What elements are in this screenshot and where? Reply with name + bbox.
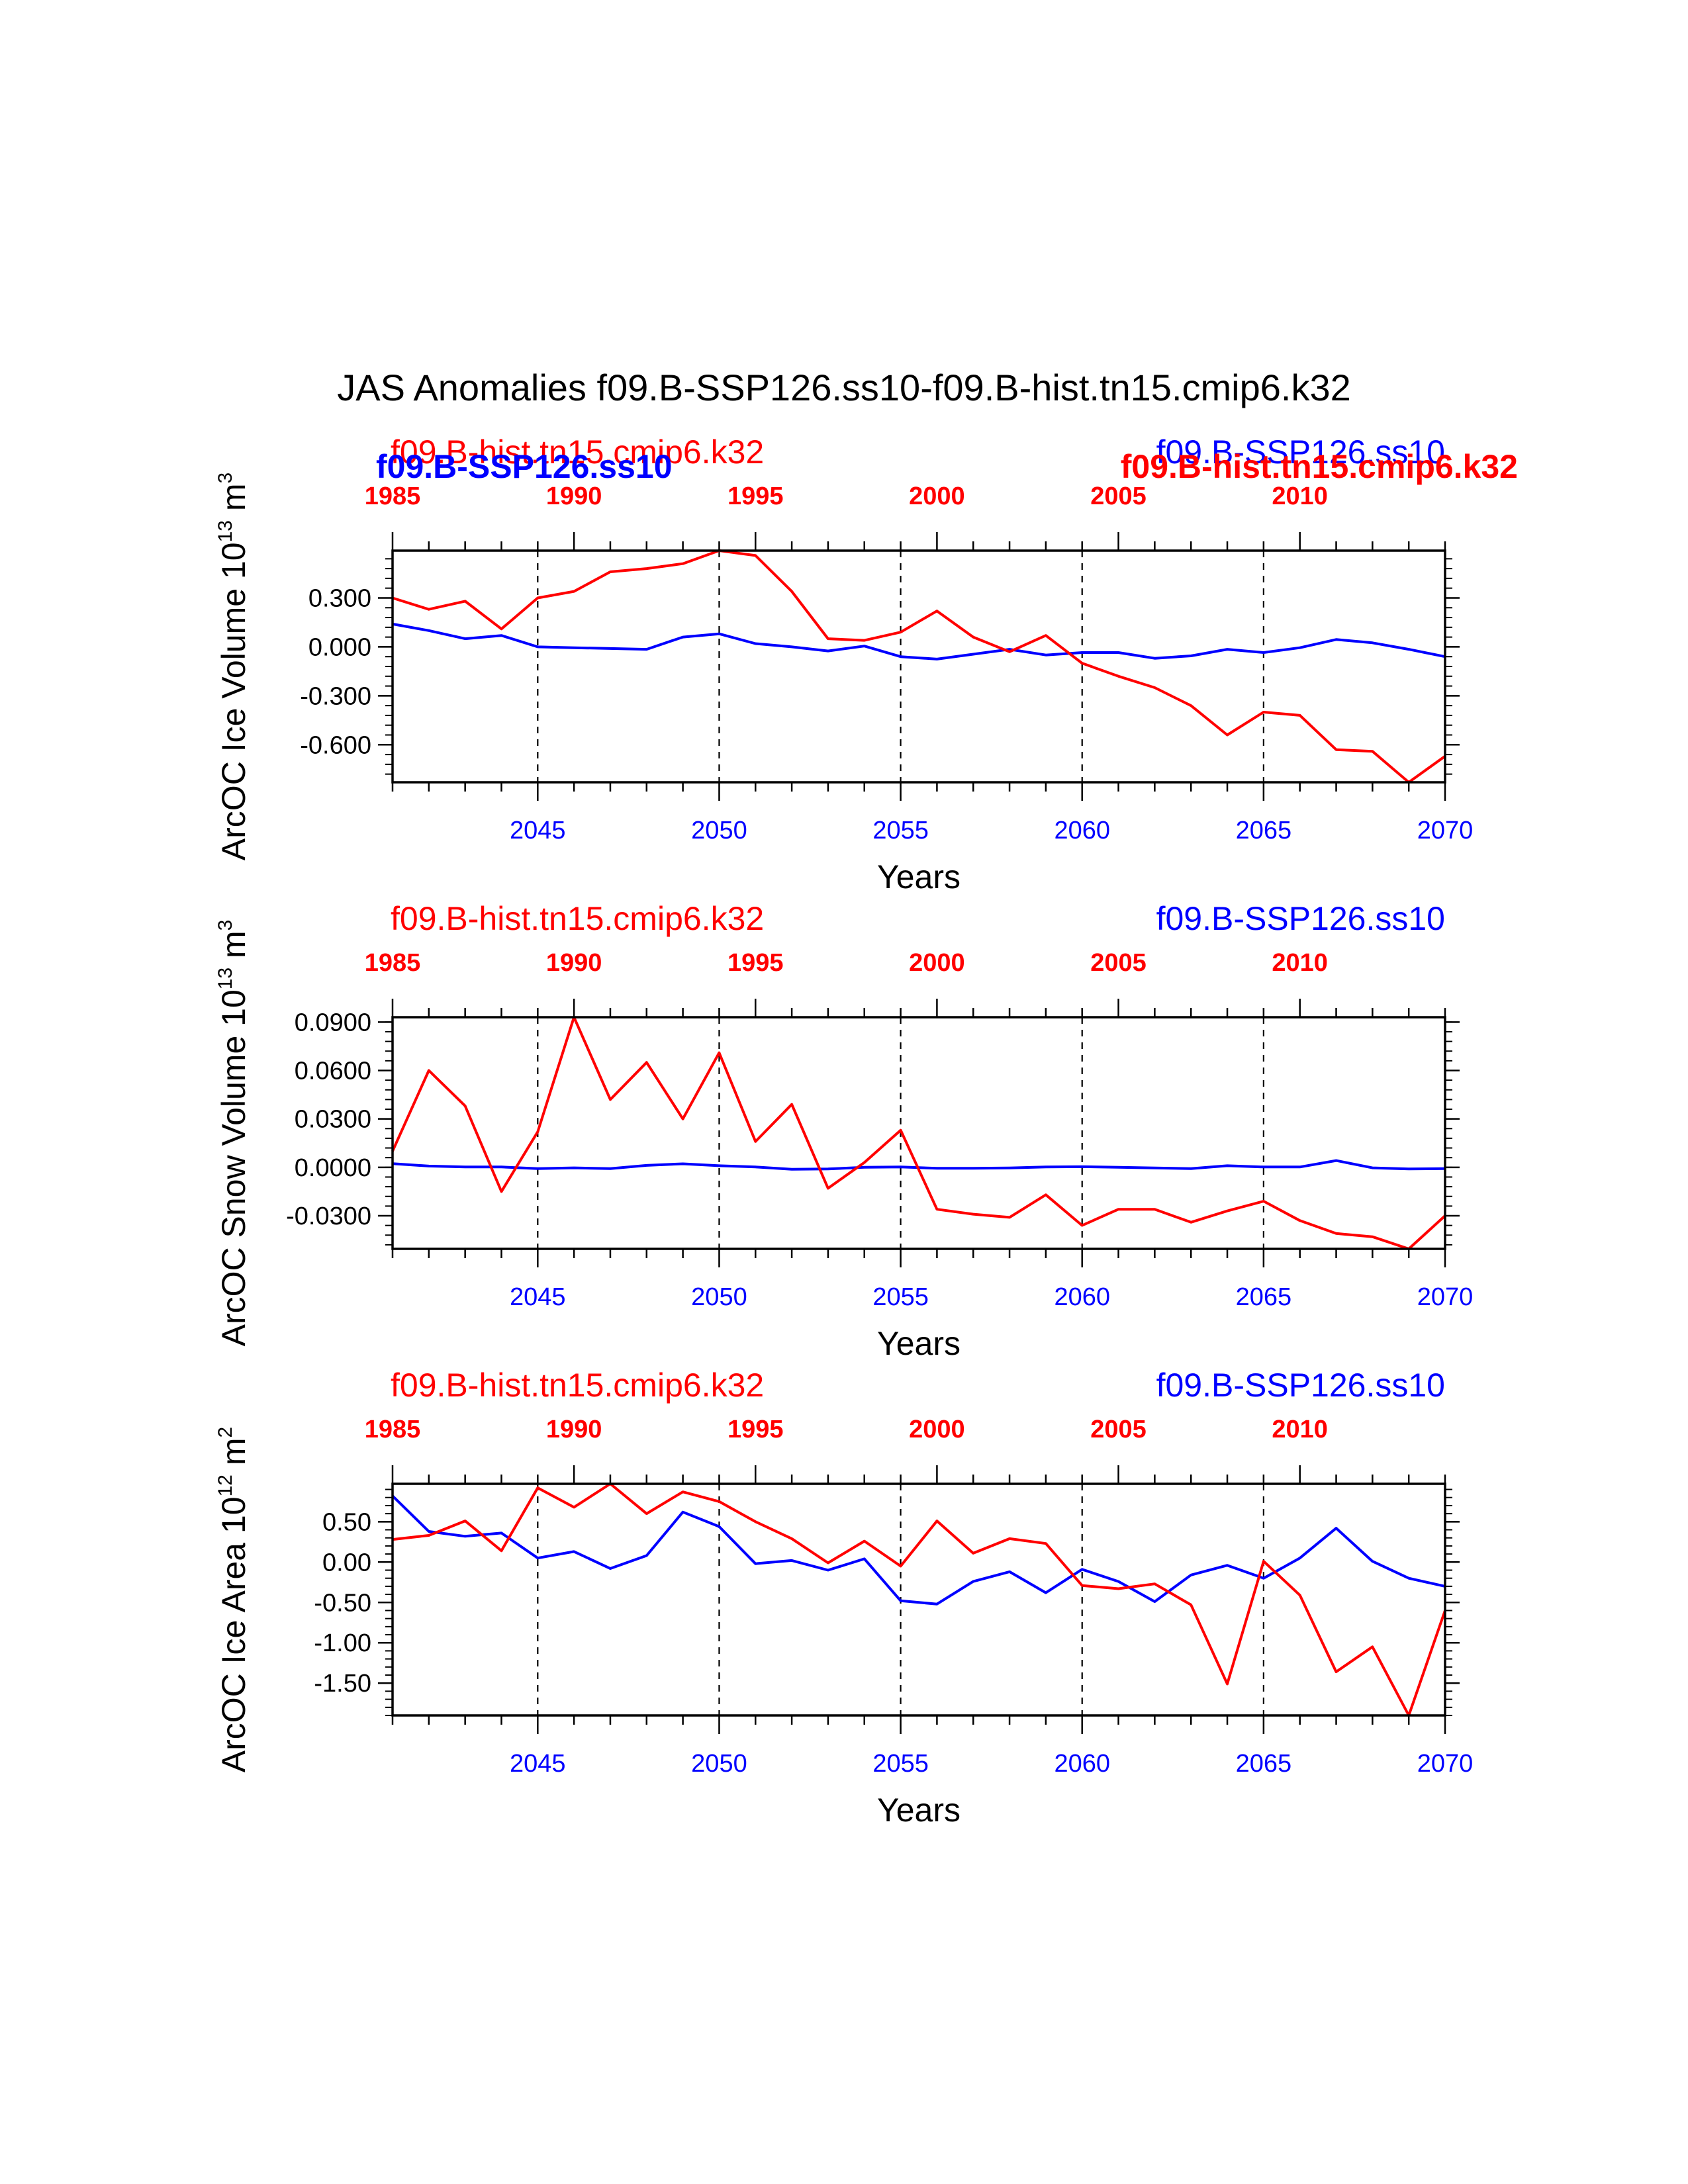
x-bottom-tick-label: 2065: [1236, 1750, 1292, 1778]
main-title: JAS Anomalies f09.B-SSP126.ss10-f09.B-hi…: [337, 367, 1350, 408]
y-tick-label: 0.0000: [295, 1154, 371, 1182]
x-bottom-tick-label: 2060: [1054, 1750, 1110, 1778]
plot-frame: [391, 1016, 1446, 1250]
y-axis-label: ArcOC Ice Volume 1013 m3: [214, 473, 252, 860]
x-top-tick-label: 1995: [727, 482, 784, 510]
x-top-tick-label: 1990: [546, 1416, 602, 1443]
x-top-tick-label: 2005: [1090, 949, 1147, 977]
ssp-series-label: f09.B-SSP126.ss10: [1156, 1367, 1445, 1404]
y-tick-label: 0.000: [308, 633, 371, 661]
x-bottom-tick-label: 2050: [691, 817, 747, 844]
y-tick-label: 0.50: [322, 1508, 371, 1536]
hist-series-label: f09.B-hist.tn15.cmip6.k32: [391, 433, 764, 471]
x-bottom-tick-label: 2055: [872, 817, 929, 844]
x-top-tick-label: 2010: [1272, 1416, 1328, 1443]
y-tick-label: -0.50: [314, 1589, 371, 1617]
y-tick-label: -1.00: [314, 1629, 371, 1657]
ssp-series-label: f09.B-SSP126.ss10: [1156, 900, 1445, 937]
y-tick-label: 0.0900: [295, 1009, 371, 1036]
x-bottom-tick-label: 2055: [872, 1283, 929, 1311]
y-tick-label: 0.00: [322, 1549, 371, 1576]
panels: 0.300 0.000 -0.300 -0.600 2045 2050 2055 2060 20…: [214, 433, 1518, 1829]
x-bottom-tick-label: 2055: [872, 1750, 929, 1778]
y-tick-label: 0.0300: [295, 1106, 371, 1134]
series-line-hist: [391, 1016, 1446, 1250]
x-top-tick-label: 1985: [365, 949, 421, 977]
chart-panel-2: 0.0900 0.0600 0.0300 0.0000 -0.0300 2045 2050 2…: [214, 900, 1473, 1362]
x-top-tick-label: 1995: [727, 949, 784, 977]
x-bottom-tick-label: 2060: [1054, 817, 1110, 844]
y-axis-label: ArcOC Snow Volume 1013 m3: [214, 920, 252, 1347]
series-line-ssp: [391, 1494, 1446, 1606]
y-tick-label: -0.600: [300, 731, 371, 759]
x-bottom-tick-label: 2060: [1054, 1283, 1110, 1311]
series-line-ssp: [392, 622, 1446, 660]
x-bottom-tick-label: 2045: [510, 817, 566, 844]
series-line-hist: [392, 549, 1446, 784]
x-top-tick-label: 1990: [546, 482, 602, 510]
x-top-tick-label: 2005: [1090, 482, 1147, 510]
x-axis-label: Years: [877, 858, 961, 895]
ssp-series-label: f09.B-SSP126.ss10: [1156, 433, 1445, 471]
plot-frame: [391, 1482, 1446, 1717]
x-bottom-tick-label: 2045: [510, 1283, 566, 1311]
hist-series-label: f09.B-hist.tn15.cmip6.k32: [391, 900, 764, 937]
x-bottom-tick-label: 2065: [1236, 817, 1292, 844]
chart-panel-3: 0.50 0.00 -0.50 -1.00 -1.50 2045 2050 2055 2060 2…: [214, 1367, 1473, 1829]
x-bottom-tick-label: 2045: [510, 1750, 566, 1778]
x-top-tick-label: 2000: [909, 1416, 965, 1443]
y-tick-label: 0.0600: [295, 1057, 371, 1085]
x-bottom-tick-label: 2065: [1236, 1283, 1292, 1311]
chart-panel-1: 0.300 0.000 -0.300 -0.600 2045 2050 2055 2060 20…: [214, 433, 1518, 895]
y-tick-label: -0.0300: [286, 1203, 371, 1230]
x-top-tick-label: 2010: [1272, 949, 1328, 977]
x-bottom-tick-label: 2050: [691, 1750, 747, 1778]
x-top-tick-label: 2000: [909, 949, 965, 977]
x-top-tick-label: 2005: [1090, 1416, 1147, 1443]
x-axis-label: Years: [877, 1792, 961, 1829]
x-top-tick-label: 2010: [1272, 482, 1328, 510]
x-top-tick-label: 1985: [365, 482, 421, 510]
hist-series-label: f09.B-hist.tn15.cmip6.k32: [391, 1367, 764, 1404]
x-axis-label: Years: [877, 1325, 961, 1362]
x-top-tick-label: 2000: [909, 482, 965, 510]
x-bottom-tick-label: 2070: [1417, 1750, 1474, 1778]
series-line-hist: [392, 1482, 1446, 1717]
x-bottom-tick-label: 2050: [691, 1283, 747, 1311]
x-top-tick-label: 1990: [546, 949, 602, 977]
x-top-tick-label: 1995: [727, 1416, 784, 1443]
y-tick-label: -0.300: [300, 682, 371, 710]
y-axis-label: ArcOC Ice Area 1012 m2: [214, 1427, 252, 1772]
plot-frame: [391, 549, 1446, 784]
y-tick-label: 0.300: [308, 584, 371, 612]
x-top-tick-label: 1985: [365, 1416, 421, 1443]
x-bottom-tick-label: 2070: [1417, 1283, 1474, 1311]
y-tick-label: -1.50: [314, 1670, 371, 1698]
ssp-series-label-bold: f09.B-SSP126.ss10: [376, 448, 673, 485]
hist-series-label-bold: f09.B-hist.tn15.cmip6.k32: [1121, 448, 1518, 485]
x-bottom-tick-label: 2070: [1417, 817, 1474, 844]
